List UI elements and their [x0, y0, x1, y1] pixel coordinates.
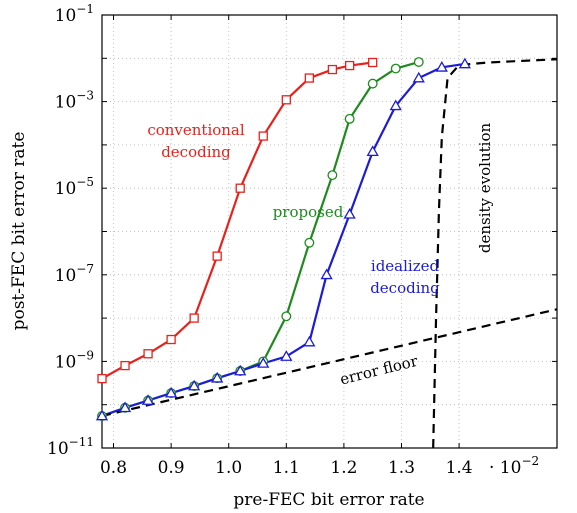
annotation-idealized-decoding: decoding: [370, 279, 440, 297]
data-point-square: [281, 95, 291, 105]
x-tick-label: 1.1: [273, 458, 300, 478]
x-tick-label: 1.4: [446, 458, 473, 478]
data-point-square: [258, 131, 268, 141]
annotation-density-evolution: density evolution: [476, 123, 494, 254]
data-point-triangle: [412, 71, 425, 83]
data-point-circle: [390, 63, 401, 74]
x-tick-label: 1.2: [330, 458, 357, 478]
data-point-square: [97, 373, 107, 384]
data-point-triangle: [435, 60, 448, 72]
x-tick-label: 0.9: [158, 458, 185, 478]
y-tick-label: 10−11: [47, 435, 94, 459]
dashed-line-3: [102, 308, 557, 418]
data-point-circle: [367, 78, 378, 89]
data-point-triangle: [188, 379, 201, 391]
data-point-triangle: [366, 145, 379, 157]
data-point-triangle: [118, 401, 132, 413]
data-point-circle: [304, 237, 315, 248]
x-tick-label: 1.3: [388, 458, 415, 478]
data-point-square: [189, 313, 199, 323]
y-tick-label: 10−1: [55, 2, 94, 26]
data-point-triangle: [257, 357, 270, 368]
y-axis-label: post-FEC bit error rate: [9, 132, 29, 331]
markers-group: [95, 57, 471, 421]
data-point-square: [235, 183, 245, 193]
data-point-triangle: [458, 57, 471, 69]
y-tick-label: 10−5: [55, 175, 94, 199]
x-axis-label: pre-FEC bit error rate: [233, 490, 424, 510]
annotation-proposed: proposed: [273, 203, 344, 221]
axes: 0.8 0.9 1.0 1.1 1.2 1.3 1.4 10−11 10−9 10−7 10−5 10…: [47, 2, 557, 478]
y-tick-label: 10−9: [55, 348, 94, 372]
data-point-circle: [281, 311, 292, 322]
data-point-triangle: [320, 268, 333, 280]
data-point-triangle: [280, 350, 293, 361]
x-multiplier: · 10−2: [489, 454, 539, 478]
data-point-square: [345, 60, 355, 71]
data-point-circle: [327, 170, 338, 181]
data-point-square: [212, 251, 222, 261]
data-point-circle: [413, 57, 424, 67]
data-point-square: [120, 360, 130, 371]
y-tick-label: 10−7: [55, 262, 94, 286]
data-point-square: [304, 73, 314, 83]
data-point-square: [327, 64, 338, 75]
data-point-triangle: [343, 207, 356, 219]
data-point-square: [143, 349, 153, 359]
annotation-conventional: conventional: [147, 121, 245, 139]
data-point-triangle: [389, 99, 402, 111]
data-point-triangle: [95, 409, 109, 421]
x-tick-label: 0.8: [100, 458, 127, 478]
data-point-triangle: [141, 394, 155, 405]
annotation-conventional-decoding: decoding: [161, 143, 231, 161]
data-point-square: [166, 334, 176, 345]
data-point-triangle: [303, 335, 316, 347]
x-tick-label: 1.0: [215, 458, 242, 478]
data-point-triangle: [164, 386, 178, 398]
data-point-circle: [344, 113, 355, 124]
annotation-idealized: idealized: [371, 257, 440, 275]
data-point-square: [368, 57, 378, 68]
data-point-triangle: [211, 371, 224, 383]
dashed-line-4: [432, 58, 557, 448]
data-point-triangle: [234, 364, 247, 376]
y-tick-label: 10−3: [55, 89, 94, 113]
